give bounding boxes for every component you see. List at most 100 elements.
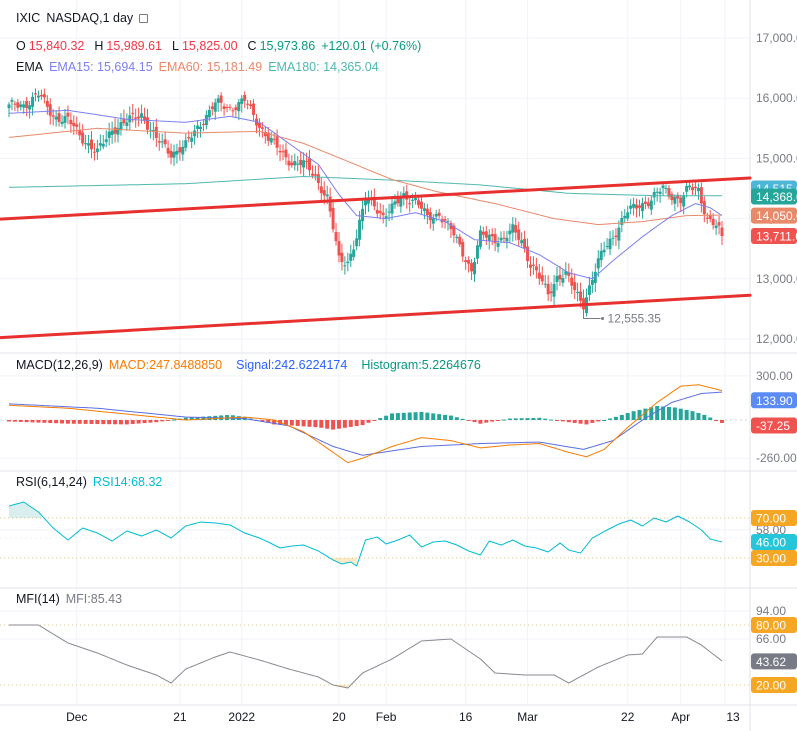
candle	[623, 209, 627, 224]
candle	[287, 153, 291, 171]
candle	[25, 96, 29, 117]
candle	[431, 213, 435, 231]
macd-histogram-bar	[407, 412, 412, 420]
macd-histogram-bar	[572, 420, 577, 423]
candle	[408, 196, 412, 213]
macd-histogram-bar	[124, 420, 129, 425]
macd-histogram-bar	[714, 420, 719, 421]
ema-label[interactable]: EMA	[16, 60, 44, 74]
candle	[487, 229, 491, 250]
candle	[54, 110, 58, 127]
macd-histogram-bar	[378, 418, 383, 420]
candle	[107, 122, 111, 146]
macd-label[interactable]: MACD(12,26,9)	[16, 358, 103, 372]
macd-histogram-bar	[283, 420, 288, 426]
candle	[166, 140, 170, 158]
candle	[502, 231, 506, 244]
candle	[243, 91, 247, 109]
candle	[493, 228, 497, 252]
candle	[190, 131, 194, 149]
candle	[187, 130, 191, 143]
macd-histogram-bar	[513, 418, 518, 420]
rsi-label[interactable]: RSI(6,14,24)	[16, 475, 87, 489]
candle	[75, 116, 79, 135]
candle	[81, 124, 85, 147]
candle	[490, 228, 494, 246]
macd-histogram-bar	[36, 420, 41, 423]
candle	[437, 208, 441, 219]
x-tick-label: Feb	[376, 710, 397, 724]
candle	[358, 210, 362, 247]
candle	[31, 92, 35, 116]
macd-histogram-bar	[7, 420, 11, 422]
svg-text:14,050.0: 14,050.0	[756, 209, 797, 223]
mfi-tag: 43.62	[751, 653, 797, 670]
y-tick-label: 13,000.00	[756, 272, 797, 286]
macd-histogram-bar	[496, 420, 501, 421]
candle	[346, 252, 350, 272]
candle	[596, 250, 600, 278]
candle	[534, 257, 538, 279]
macd-histogram-bar	[89, 420, 94, 424]
candle	[302, 152, 306, 177]
y-tick-label: 16,000.00	[756, 91, 797, 105]
macd-histogram-bar	[672, 407, 677, 420]
histogram-value: Histogram:5.2264676	[361, 358, 481, 372]
macd-histogram-bar	[454, 417, 459, 420]
candle	[526, 238, 530, 269]
macd-histogram-bar	[655, 406, 660, 420]
candle	[178, 140, 182, 161]
candle	[576, 282, 580, 302]
mfi-value: MFI:85.43	[65, 592, 123, 606]
candle	[22, 100, 26, 114]
candle	[181, 140, 185, 161]
candle	[461, 238, 465, 262]
candle	[337, 232, 341, 263]
candle	[620, 211, 624, 233]
ema15-value: EMA15: 15,694.15	[49, 60, 153, 74]
macd-histogram-bar	[419, 411, 424, 420]
macd-histogram-bar	[60, 420, 65, 424]
candle	[720, 221, 724, 246]
candle	[546, 275, 550, 301]
candle	[531, 256, 535, 275]
macd-histogram-bar	[395, 413, 400, 420]
candle	[154, 118, 158, 148]
candle	[101, 134, 105, 150]
symbol-info-icon[interactable]	[139, 14, 149, 23]
candle	[505, 231, 509, 249]
candle	[390, 196, 394, 221]
candle	[266, 126, 270, 146]
macd-histogram-bar	[661, 406, 666, 420]
macd-histogram-bar	[531, 417, 536, 420]
candle	[605, 238, 609, 250]
candle	[711, 213, 715, 230]
x-tick-label: 20	[332, 710, 346, 724]
candle	[213, 98, 217, 120]
macd-histogram-bar	[354, 420, 359, 427]
candle	[470, 259, 474, 281]
price-tag: 14,050.0	[751, 207, 797, 224]
candle	[145, 108, 149, 135]
macd-histogram-bar	[484, 420, 489, 423]
candle	[60, 114, 64, 127]
mfi-label[interactable]: MFI(14)	[16, 592, 60, 606]
candle	[646, 197, 650, 209]
channel-upper-line	[0, 176, 752, 221]
macd-histogram-bar	[625, 413, 630, 420]
symbol-name[interactable]: IXIC	[16, 11, 41, 25]
candle	[140, 104, 144, 124]
macd-histogram-bar	[195, 417, 200, 420]
macd-histogram-bar	[30, 420, 35, 423]
mfi-line	[9, 624, 723, 689]
y-tick-label: 12,000.00	[756, 332, 797, 346]
candle	[57, 106, 61, 127]
macd-histogram-bar	[336, 420, 341, 429]
macd-histogram-bar	[342, 420, 347, 428]
candle	[352, 240, 356, 261]
candle	[511, 216, 515, 242]
candle	[617, 220, 621, 250]
candle	[464, 256, 468, 270]
candle	[199, 121, 203, 138]
open-label: O	[16, 39, 26, 53]
